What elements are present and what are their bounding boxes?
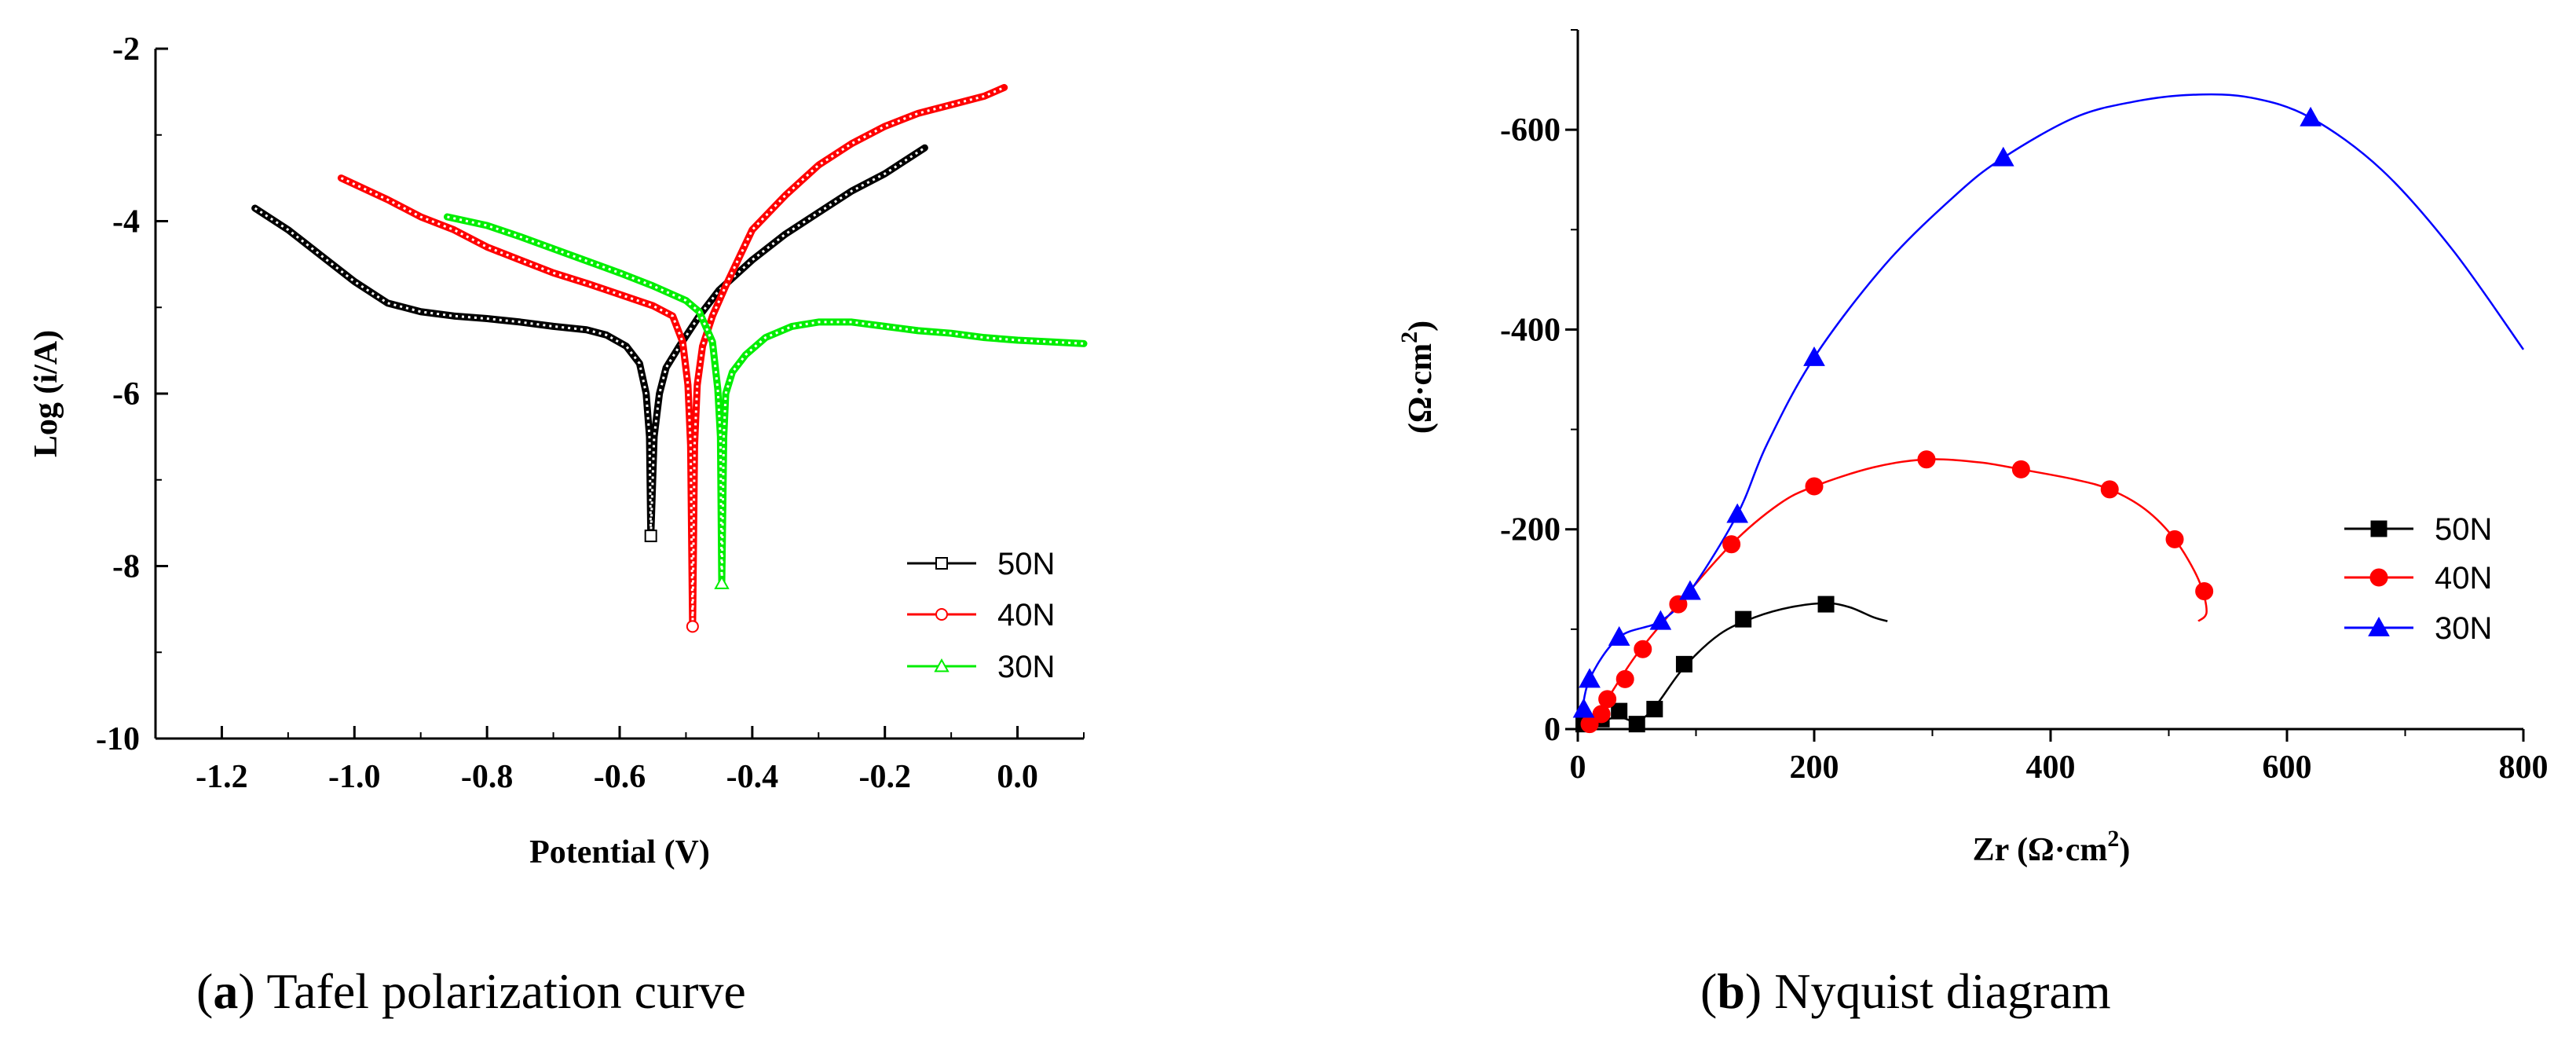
tafel-x-tick-label: -0.8 <box>461 759 514 795</box>
nyquist-point-30N <box>1803 346 1825 366</box>
tafel-legend-marker-50N <box>935 557 948 570</box>
nyquist-x-label: Zr (Ω·cm2) <box>1973 826 2131 868</box>
nyquist-fit-40N <box>1589 458 2208 727</box>
tafel-chart: -1.2 -1.0 -0.8 -0.6 -0.4 -0.2 0.0 -2 -4 -6 -8 -10 P… <box>28 31 1088 871</box>
nyquist-point-40N <box>1615 669 1634 688</box>
nyquist-point-40N <box>2195 582 2214 601</box>
nyquist-point-40N <box>2011 460 2030 478</box>
caption-a-open: ( <box>196 963 214 1019</box>
tafel-legend-label-50N: 50N <box>997 547 1055 581</box>
nyquist-point-40N <box>1917 450 1936 469</box>
caption-b-close: ) <box>1744 963 1762 1019</box>
nyquist-point-50N <box>1675 655 1692 673</box>
nyquist-point-50N <box>1611 702 1628 720</box>
nyquist-point-50N <box>1817 596 1835 613</box>
tafel-y-tick-label: -10 <box>96 721 140 757</box>
caption-a-close: ) <box>238 963 255 1019</box>
nyquist-point-40N <box>1669 595 1688 614</box>
nyquist-x-tick-label: 200 <box>1790 750 1839 786</box>
tafel-point-50N <box>644 530 657 543</box>
nyquist-point-30N <box>1608 625 1630 646</box>
nyquist-legend-label-40N: 40N <box>2435 561 2492 596</box>
tafel-x-tick-label: -0.4 <box>726 759 779 795</box>
nyquist-x-tick-label: 600 <box>2263 750 2312 786</box>
nyquist-y-tick-label: -600 <box>1500 112 1561 148</box>
nyquist-point-30N <box>1726 503 1749 523</box>
nyquist-point-30N <box>1679 580 1701 600</box>
caption-a-letter: a <box>213 963 239 1019</box>
tafel-legend-label-40N: 40N <box>997 598 1055 632</box>
nyquist-point-30N <box>1992 146 2014 167</box>
caption-b-open: ( <box>1700 963 1718 1019</box>
tafel-legend-label-30N: 30N <box>997 650 1055 684</box>
nyquist-y-label: (Ω·cm2) <box>1396 321 1439 434</box>
tafel-series-inner-50N <box>254 146 926 537</box>
nyquist-x-tick-label: 800 <box>2499 750 2549 786</box>
caption-b-text: Nyquist diagram <box>1762 963 2111 1019</box>
tafel-x-label: Potential (V) <box>529 834 710 871</box>
tafel-series-line-50N <box>251 144 928 540</box>
nyquist-legend-label-50N: 50N <box>2435 512 2492 547</box>
tafel-x-tick-label: 0.0 <box>997 759 1038 795</box>
tafel-point-30N <box>714 575 730 589</box>
caption-b: (b) Nyquist diagram <box>1700 962 2111 1021</box>
nyquist-legend-marker-50N <box>2370 520 2388 537</box>
nyquist-point-40N <box>1805 477 1824 496</box>
nyquist-point-30N <box>2300 106 2322 126</box>
nyquist-point-40N <box>1722 535 1741 554</box>
nyquist-legend-marker-30N <box>2368 616 2390 636</box>
tafel-series-inner-30N <box>447 215 1085 585</box>
tafel-y-tick-label: -2 <box>112 31 140 68</box>
nyquist-point-50N <box>1646 701 1663 718</box>
nyquist-legend-marker-40N <box>2369 568 2388 587</box>
nyquist-point-40N <box>2165 530 2184 548</box>
nyquist-x-tick-label: 400 <box>2026 750 2076 786</box>
nyquist-chart: 0 200 400 600 800 0 -200 -400 -600 Zr (Ω·cm2) (Ω… <box>1396 29 2549 868</box>
nyquist-y-tick-label: -400 <box>1500 312 1561 348</box>
nyquist-y-tick-label: 0 <box>1544 712 1561 748</box>
nyquist-x-tick-label: 0 <box>1570 750 1586 786</box>
caption-a: (a) Tafel polarization curve <box>196 962 746 1021</box>
nyquist-point-40N <box>1634 640 1652 658</box>
tafel-legend-marker-30N <box>934 658 950 673</box>
nyquist-point-40N <box>1598 690 1617 709</box>
nyquist-point-30N <box>1579 668 1601 688</box>
tafel-legend-marker-40N <box>935 608 948 621</box>
caption-b-letter: b <box>1717 963 1745 1019</box>
nyquist-point-50N <box>1735 610 1752 628</box>
nyquist-legend: 50N 40N 30N <box>2344 512 2492 646</box>
tafel-y-tick-label: -6 <box>112 376 140 412</box>
caption-a-text: Tafel polarization curve <box>254 963 746 1019</box>
tafel-x-tick-label: -1.0 <box>328 759 381 795</box>
tafel-y-tick-label: -4 <box>112 204 140 240</box>
tafel-point-40N <box>686 620 699 633</box>
tafel-x-tick-label: -1.2 <box>196 759 248 795</box>
nyquist-point-40N <box>2100 480 2119 499</box>
nyquist-point-50N <box>1628 716 1645 733</box>
nyquist-point-30N <box>1572 698 1595 718</box>
tafel-y-tick-label: -8 <box>112 549 140 585</box>
nyquist-legend-label-30N: 30N <box>2435 611 2492 646</box>
tafel-legend: 50N 40N 30N <box>907 547 1055 684</box>
nyquist-y-tick-label: -200 <box>1500 512 1561 548</box>
nyquist-point-30N <box>1649 610 1672 630</box>
tafel-y-label: Log (i/A) <box>28 330 64 457</box>
tafel-x-tick-label: -0.2 <box>858 759 911 795</box>
tafel-x-tick-label: -0.6 <box>594 759 646 795</box>
